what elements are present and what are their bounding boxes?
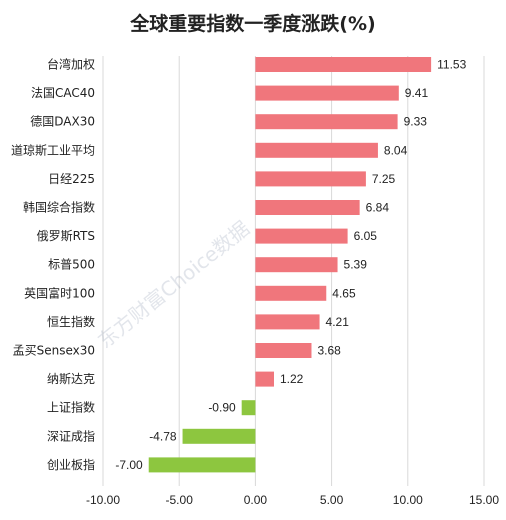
bar: [255, 257, 338, 273]
category-label: 道琼斯工业平均: [11, 142, 95, 157]
chart-title: 全球重要指数一季度涨跌(%): [129, 12, 375, 35]
value-labels: 11.53 9.41 9.33 8.04 7.25 6.84 6.05 5.39 4.65 4.2…: [115, 58, 466, 472]
category-label: 德国DAX30: [30, 114, 95, 129]
watermark: 东方财富Choice数据: [93, 216, 254, 353]
x-tick-label: 15.00: [469, 493, 499, 507]
bar: [255, 371, 274, 387]
bar: [255, 142, 378, 158]
bar: [255, 200, 360, 215]
bar: [255, 114, 398, 130]
x-tick-label: 0.00: [244, 493, 268, 507]
value-label: 3.68: [317, 344, 341, 358]
category-label: 标普500: [48, 258, 95, 272]
bar: [255, 85, 399, 101]
bar: [182, 428, 256, 444]
x-tick-label: -5.00: [166, 493, 194, 507]
category-label: 英国富时100: [24, 285, 95, 300]
category-label: 俄罗斯RTS: [37, 229, 95, 243]
bar: [255, 343, 312, 358]
value-label: -0.90: [208, 401, 236, 415]
x-tick-label: -10.00: [86, 493, 120, 507]
x-tick-labels: -10.00 -5.00 0.00 5.00 10.00 15.00: [86, 493, 499, 507]
watermark-text: 东方财富Choice数据: [93, 216, 254, 353]
value-label: -4.78: [149, 429, 177, 443]
x-tick-label: 10.00: [393, 493, 423, 507]
value-label: 4.21: [326, 315, 350, 329]
category-label: 韩国综合指数: [23, 200, 95, 215]
bar: [255, 314, 320, 330]
x-tick-label: 5.00: [320, 493, 344, 507]
bar: [148, 457, 256, 473]
category-label: 法国CAC40: [31, 86, 95, 100]
value-label: 1.22: [280, 372, 304, 386]
bar: [255, 285, 327, 301]
value-label: -7.00: [115, 458, 143, 472]
value-label: 6.84: [366, 201, 390, 215]
value-label: 9.41: [405, 86, 429, 100]
bars: [148, 57, 432, 473]
category-label: 纳斯达克: [47, 372, 95, 386]
category-label: 孟买Sensex30: [13, 344, 95, 358]
value-label: 8.04: [384, 143, 408, 157]
category-label: 创业板指: [47, 457, 95, 472]
value-label: 4.65: [332, 286, 356, 300]
category-label: 日经225: [48, 172, 95, 186]
category-label: 恒生指数: [47, 314, 95, 329]
bar: [241, 400, 256, 416]
value-label: 11.53: [437, 58, 466, 72]
category-label: 台湾加权: [47, 57, 95, 72]
value-label: 9.33: [404, 115, 428, 129]
category-label: 上证指数: [47, 400, 95, 415]
bar: [255, 228, 348, 244]
value-label: 6.05: [354, 229, 378, 243]
value-label: 7.25: [372, 172, 396, 186]
bar: [255, 57, 432, 72]
bar: [255, 171, 366, 187]
value-label: 5.39: [344, 258, 368, 272]
category-label: 深证成指: [47, 428, 95, 443]
